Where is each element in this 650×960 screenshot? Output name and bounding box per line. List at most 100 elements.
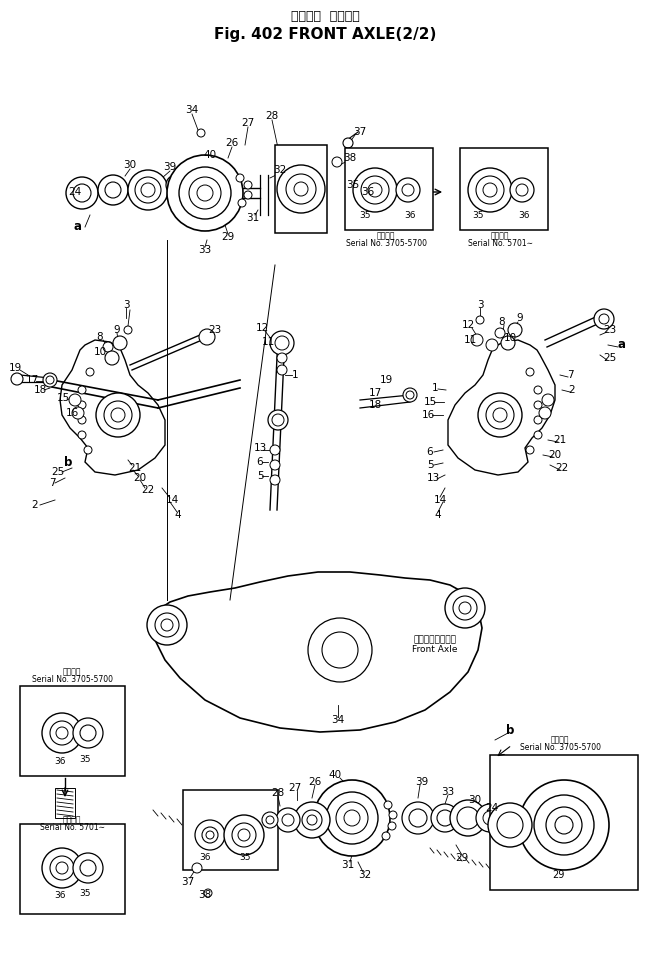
- Polygon shape: [60, 340, 165, 475]
- Circle shape: [167, 155, 243, 231]
- Circle shape: [72, 407, 84, 419]
- Text: 35: 35: [346, 180, 359, 190]
- Circle shape: [166, 175, 186, 195]
- Text: 9: 9: [114, 325, 120, 335]
- Text: 8: 8: [97, 332, 103, 342]
- Circle shape: [84, 446, 92, 454]
- Text: 25: 25: [603, 353, 617, 363]
- Text: 34: 34: [332, 715, 344, 725]
- Circle shape: [599, 314, 609, 324]
- Text: 37: 37: [181, 877, 194, 887]
- Circle shape: [270, 445, 280, 455]
- Text: 35: 35: [473, 210, 484, 220]
- Text: 17: 17: [369, 388, 382, 398]
- Circle shape: [204, 889, 212, 897]
- Circle shape: [368, 183, 382, 197]
- Circle shape: [286, 174, 316, 204]
- Circle shape: [266, 816, 274, 824]
- Text: Fig. 402 FRONT AXLE(2/2): Fig. 402 FRONT AXLE(2/2): [214, 27, 436, 41]
- Text: 39: 39: [163, 162, 177, 172]
- Circle shape: [437, 810, 453, 826]
- Circle shape: [206, 831, 214, 839]
- Text: 22: 22: [142, 485, 155, 495]
- Bar: [345, 148, 433, 230]
- Circle shape: [73, 853, 103, 883]
- Text: 13: 13: [426, 473, 439, 483]
- Circle shape: [42, 713, 82, 753]
- Circle shape: [244, 191, 252, 199]
- Text: 11: 11: [261, 337, 274, 347]
- Text: 35: 35: [79, 889, 91, 898]
- Text: a: a: [618, 339, 626, 351]
- Text: 3: 3: [123, 300, 129, 310]
- Circle shape: [276, 808, 300, 832]
- Circle shape: [50, 721, 74, 745]
- Circle shape: [384, 801, 392, 809]
- Circle shape: [332, 157, 342, 167]
- Text: 35: 35: [239, 853, 251, 862]
- Circle shape: [326, 792, 378, 844]
- Circle shape: [80, 725, 96, 741]
- Circle shape: [268, 410, 288, 430]
- Circle shape: [471, 334, 483, 346]
- Text: 14: 14: [434, 495, 447, 505]
- Circle shape: [431, 804, 459, 832]
- Circle shape: [98, 175, 128, 205]
- Circle shape: [534, 795, 594, 855]
- Bar: [275, 145, 327, 233]
- Text: 26: 26: [226, 138, 239, 148]
- Polygon shape: [448, 340, 555, 475]
- Text: 32: 32: [274, 165, 287, 175]
- Text: 5: 5: [426, 460, 434, 470]
- Text: 24: 24: [68, 187, 82, 197]
- Circle shape: [224, 815, 264, 855]
- Bar: [490, 755, 638, 890]
- Circle shape: [69, 394, 81, 406]
- Text: 40: 40: [203, 150, 216, 160]
- Circle shape: [78, 386, 86, 394]
- Text: 1: 1: [432, 383, 438, 393]
- Circle shape: [361, 176, 389, 204]
- Circle shape: [103, 342, 113, 352]
- Text: 33: 33: [198, 245, 212, 255]
- Text: 36: 36: [518, 210, 530, 220]
- Polygon shape: [372, 182, 417, 204]
- Circle shape: [403, 388, 417, 402]
- Circle shape: [539, 407, 551, 419]
- Text: 適用号機: 適用号機: [63, 667, 81, 677]
- Circle shape: [343, 138, 353, 148]
- Circle shape: [277, 165, 325, 213]
- Circle shape: [270, 475, 280, 485]
- Circle shape: [147, 605, 187, 645]
- Circle shape: [344, 810, 360, 826]
- Circle shape: [459, 602, 471, 614]
- Circle shape: [46, 376, 54, 384]
- Bar: [20, 824, 125, 914]
- Circle shape: [314, 780, 390, 856]
- Circle shape: [308, 618, 372, 682]
- Circle shape: [197, 185, 213, 201]
- Text: 7: 7: [49, 478, 55, 488]
- Circle shape: [113, 336, 127, 350]
- Text: 4: 4: [175, 510, 181, 520]
- Circle shape: [486, 401, 514, 429]
- Circle shape: [43, 373, 57, 387]
- Text: 33: 33: [441, 787, 454, 797]
- Circle shape: [510, 178, 534, 202]
- Text: 20: 20: [133, 473, 146, 483]
- Circle shape: [105, 351, 119, 365]
- Circle shape: [402, 184, 414, 196]
- Text: 2: 2: [569, 385, 575, 395]
- Circle shape: [78, 416, 86, 424]
- Circle shape: [270, 331, 294, 355]
- Text: 19: 19: [8, 363, 21, 373]
- Circle shape: [478, 393, 522, 437]
- Circle shape: [534, 386, 542, 394]
- Text: 4: 4: [435, 510, 441, 520]
- Circle shape: [445, 588, 485, 628]
- Circle shape: [141, 183, 155, 197]
- Text: 9: 9: [517, 313, 523, 323]
- Text: 12: 12: [462, 320, 474, 330]
- Circle shape: [322, 632, 358, 668]
- Text: 16: 16: [66, 408, 79, 418]
